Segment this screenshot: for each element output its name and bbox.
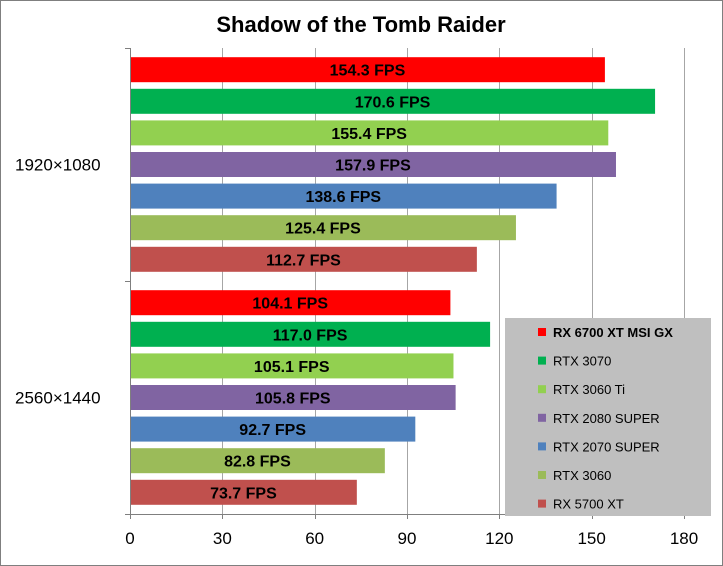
bar-data-label: 155.4 FPS — [331, 126, 407, 143]
bar-data-label: 92.7 FPS — [239, 422, 306, 439]
legend-entry: RX 6700 XT MSI GX — [553, 325, 673, 340]
bar-data-label: 105.8 FPS — [255, 391, 331, 408]
legend-entry: RTX 3070 — [553, 354, 611, 369]
category-label: 2560×1440 — [15, 389, 101, 408]
bar — [131, 290, 451, 316]
bar — [131, 246, 477, 272]
legend-entry: RTX 3060 — [553, 468, 611, 483]
bar-data-label: 112.7 FPS — [266, 252, 341, 269]
category-label: 1920×1080 — [15, 156, 101, 175]
legend-swatch — [538, 442, 546, 451]
legend-entry: RX 5700 XT — [553, 497, 624, 512]
legend-swatch — [538, 413, 546, 422]
bar-data-label: 82.8 FPS — [224, 454, 291, 471]
bar-data-label: 105.1 FPS — [254, 359, 330, 376]
x-tick-label: 60 — [305, 529, 324, 548]
legend-swatch — [538, 499, 546, 508]
legend-entry: RTX 2080 SUPER — [553, 411, 660, 426]
bars: 154.3 FPS 170.6 FPS 155.4 FPS 157.9 FPS 138.… — [131, 57, 656, 505]
bar — [131, 57, 605, 83]
x-tick-label: 0 — [125, 529, 134, 548]
bar — [131, 416, 416, 442]
bar — [131, 152, 616, 177]
bar — [131, 321, 491, 347]
bar — [131, 385, 456, 410]
x-tick-label: 120 — [485, 529, 513, 548]
x-tick-label: 180 — [670, 529, 698, 548]
bar-data-label: 157.9 FPS — [335, 158, 411, 175]
bar — [131, 448, 385, 474]
bar — [131, 88, 656, 114]
legend-swatch — [538, 328, 546, 336]
bar — [131, 120, 609, 146]
legend-entry: RTX 3060 Ti — [553, 382, 625, 397]
x-tick-label: 90 — [398, 529, 417, 548]
bar-data-label: 125.4 FPS — [285, 221, 361, 238]
bar — [131, 215, 516, 241]
x-tick-label: 30 — [213, 529, 232, 548]
legend-swatch — [538, 356, 546, 365]
chart-title: Shadow of the Tomb Raider — [216, 12, 506, 37]
legend: RX 6700 XT MSI GX RTX 3070 RTX 3060 Ti RTX … — [505, 318, 711, 516]
legend-entry: RTX 2070 SUPER — [553, 439, 660, 454]
bar-data-label: 138.6 FPS — [305, 189, 381, 206]
legend-swatch — [538, 385, 546, 394]
bar-data-label: 154.3 FPS — [330, 63, 406, 80]
bar-data-label: 104.1 FPS — [252, 296, 328, 313]
legend-swatch — [538, 471, 546, 479]
x-tick-label: 150 — [577, 529, 605, 548]
bar-data-label: 73.7 FPS — [210, 485, 277, 502]
bar — [131, 353, 454, 379]
bar-data-label: 117.0 FPS — [273, 327, 348, 344]
bar — [131, 479, 357, 505]
bar — [131, 183, 557, 209]
bar-data-label: 170.6 FPS — [355, 94, 431, 111]
